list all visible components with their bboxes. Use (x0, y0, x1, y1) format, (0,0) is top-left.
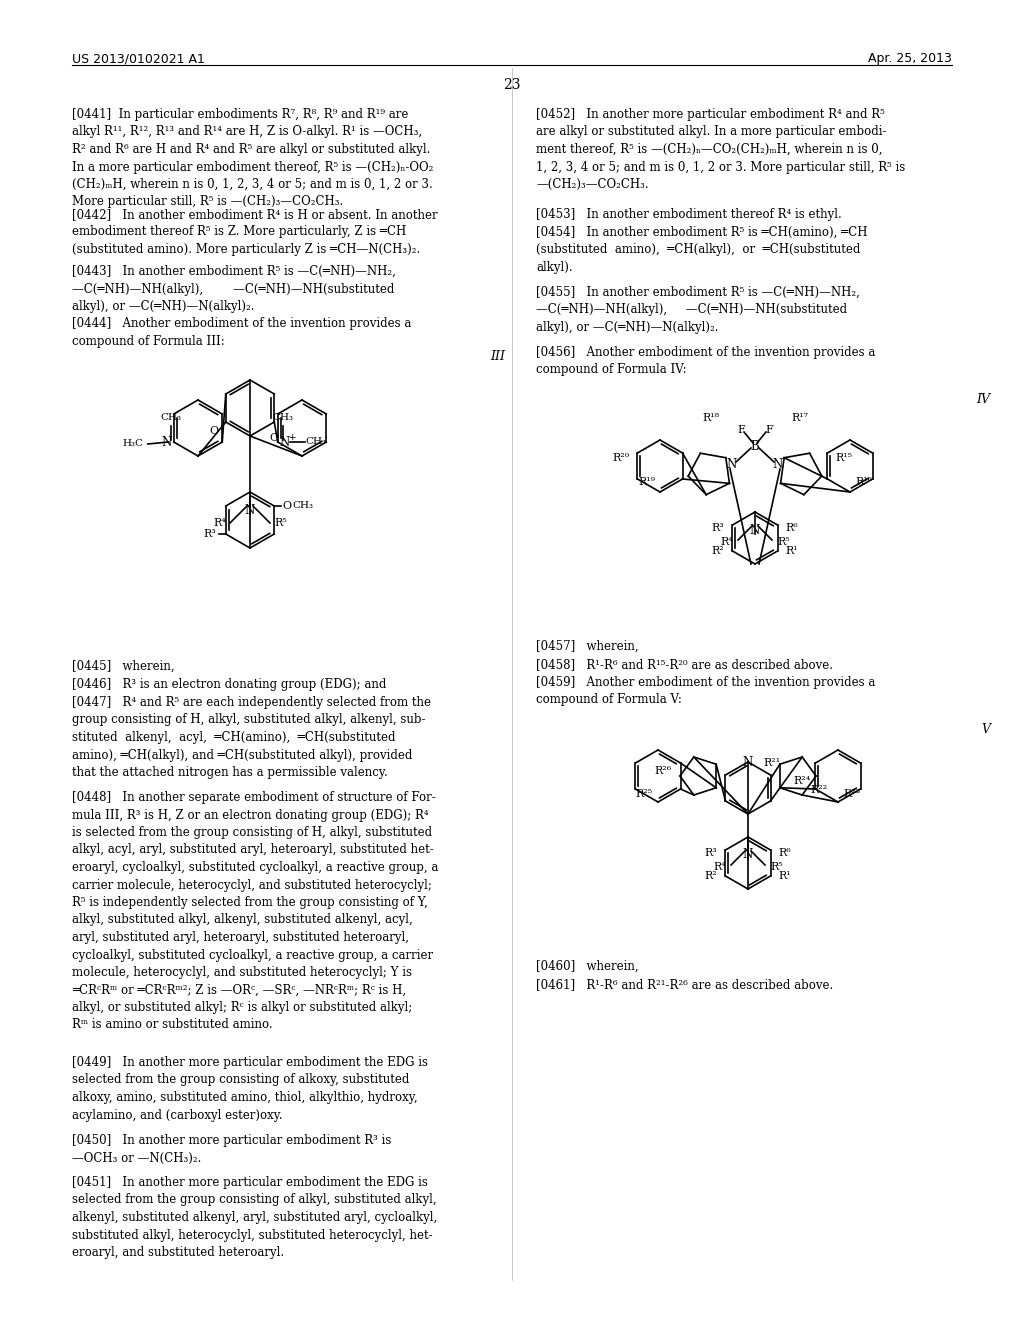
Text: [0448]   In another separate embodiment of structure of For-
mula III, R³ is H, : [0448] In another separate embodiment of… (72, 791, 438, 1031)
Text: R¹⁸: R¹⁸ (702, 413, 719, 422)
Text: R²: R² (712, 546, 725, 556)
Text: R²⁶: R²⁶ (654, 766, 672, 776)
Text: [0453]   In another embodiment thereof R⁴ is ethyl.: [0453] In another embodiment thereof R⁴ … (536, 209, 842, 220)
Text: N: N (773, 458, 783, 471)
Text: R³: R³ (712, 523, 725, 533)
Text: F: F (737, 425, 744, 436)
Text: R⁴: R⁴ (213, 517, 226, 528)
Text: [0447]   R⁴ and R⁵ are each independently selected from the
group consisting of : [0447] R⁴ and R⁵ are each independently … (72, 696, 431, 779)
Text: H₃C: H₃C (123, 440, 143, 449)
Text: R³: R³ (705, 847, 718, 858)
Text: R⁵: R⁵ (274, 517, 287, 528)
Text: [0461]   R¹-R⁶ and R²¹-R²⁶ are as described above.: [0461] R¹-R⁶ and R²¹-R²⁶ are as describe… (536, 978, 834, 991)
Text: III: III (490, 350, 505, 363)
Text: O: O (269, 433, 279, 444)
Text: [0456]   Another embodiment of the invention provides a
compound of Formula IV:: [0456] Another embodiment of the inventi… (536, 346, 876, 376)
Text: R²³: R²³ (843, 789, 860, 799)
Text: CH₃: CH₃ (272, 413, 293, 422)
Text: R⁵: R⁵ (770, 862, 782, 873)
Text: CH₃: CH₃ (292, 502, 313, 511)
Text: N: N (742, 756, 753, 770)
Text: [0449]   In another more particular embodiment the EDG is
selected from the grou: [0449] In another more particular embodi… (72, 1056, 428, 1122)
Text: R¹⁷: R¹⁷ (791, 413, 808, 422)
Text: O: O (283, 502, 292, 511)
Text: [0451]   In another more particular embodiment the EDG is
selected from the grou: [0451] In another more particular embodi… (72, 1176, 437, 1259)
Text: [0442]   In another embodiment R⁴ is H or absent. In another
embodiment thereof : [0442] In another embodiment R⁴ is H or … (72, 209, 437, 256)
Text: B: B (751, 440, 760, 453)
Text: US 2013/0102021 A1: US 2013/0102021 A1 (72, 51, 205, 65)
Text: R¹⁶: R¹⁶ (855, 477, 872, 487)
Text: N: N (727, 458, 737, 471)
Text: [0446]   R³ is an electron donating group (EDG); and: [0446] R³ is an electron donating group … (72, 678, 386, 690)
Text: R²¹: R²¹ (763, 758, 780, 768)
Text: [0445]   wherein,: [0445] wherein, (72, 660, 175, 673)
Text: [0455]   In another embodiment R⁵ is —C(═NH)—NH₂,
—C(═NH)—NH(alkyl),     —C(═NH): [0455] In another embodiment R⁵ is —C(═N… (536, 286, 860, 334)
Text: R⁴: R⁴ (720, 537, 733, 546)
Text: CH₃: CH₃ (160, 413, 181, 422)
Text: F: F (765, 425, 773, 436)
Text: R¹⁵: R¹⁵ (836, 453, 853, 463)
Text: N: N (245, 503, 255, 516)
Text: 23: 23 (503, 78, 521, 92)
Text: CH₃: CH₃ (306, 437, 327, 446)
Text: [0450]   In another more particular embodiment R³ is
—OCH₃ or —N(CH₃)₂.: [0450] In another more particular embodi… (72, 1134, 391, 1164)
Text: IV: IV (976, 393, 990, 407)
Text: R⁶: R⁶ (785, 523, 799, 533)
Text: R⁴: R⁴ (714, 862, 726, 873)
Text: R²⁵: R²⁵ (636, 789, 653, 799)
Text: R¹: R¹ (778, 871, 792, 880)
Text: N: N (280, 436, 290, 449)
Text: R¹⁹: R¹⁹ (638, 477, 655, 487)
Text: R⁵: R⁵ (777, 537, 790, 546)
Text: [0454]   In another embodiment R⁵ is ═CH(amino), ═CH
(substituted  amino),  ═CH(: [0454] In another embodiment R⁵ is ═CH(a… (536, 226, 867, 275)
Text: [0457]   wherein,: [0457] wherein, (536, 640, 639, 653)
Text: R²⁰: R²⁰ (612, 453, 630, 463)
Text: N: N (162, 436, 172, 449)
Text: N: N (750, 524, 760, 536)
Text: R²: R² (705, 871, 718, 880)
Text: R²⁴: R²⁴ (794, 776, 810, 785)
Text: R³: R³ (203, 529, 216, 539)
Text: [0458]   R¹-R⁶ and R¹⁵-R²⁰ are as described above.: [0458] R¹-R⁶ and R¹⁵-R²⁰ are as describe… (536, 657, 833, 671)
Text: O: O (209, 426, 218, 436)
Text: [0441]  In particular embodiments R⁷, R⁸, R⁹ and R¹⁹ are
alkyl R¹¹, R¹², R¹³ and: [0441] In particular embodiments R⁷, R⁸,… (72, 108, 433, 209)
Text: +: + (288, 433, 295, 441)
Text: [0459]   Another embodiment of the invention provides a
compound of Formula V:: [0459] Another embodiment of the inventi… (536, 676, 876, 706)
Text: [0444]   Another embodiment of the invention provides a
compound of Formula III:: [0444] Another embodiment of the inventi… (72, 317, 412, 347)
Text: [0452]   In another more particular embodiment R⁴ and R⁵
are alkyl or substitute: [0452] In another more particular embodi… (536, 108, 905, 191)
Text: [0460]   wherein,: [0460] wherein, (536, 960, 639, 973)
Text: Apr. 25, 2013: Apr. 25, 2013 (868, 51, 952, 65)
Text: [0443]   In another embodiment R⁵ is —C(═NH)—NH₂,
—C(═NH)—NH(alkyl),        —C(═: [0443] In another embodiment R⁵ is —C(═N… (72, 265, 396, 313)
Text: R⁶: R⁶ (778, 847, 792, 858)
Text: V: V (981, 723, 990, 737)
Text: R²²: R²² (810, 785, 827, 795)
Text: N: N (742, 849, 753, 862)
Text: R¹: R¹ (785, 546, 798, 556)
